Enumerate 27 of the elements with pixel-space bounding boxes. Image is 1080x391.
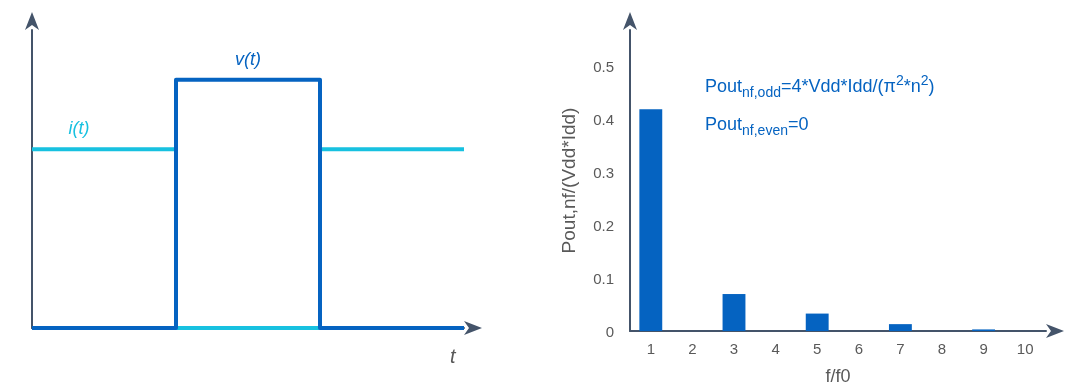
x-tick-label: 4 — [771, 340, 780, 357]
x-tick-label: 3 — [729, 340, 739, 357]
x-tick-label: 2 — [688, 340, 697, 357]
x-tick-label: 5 — [813, 340, 822, 357]
y-tick-label: 0 — [605, 322, 614, 340]
x-tick-label: 1 — [646, 340, 655, 357]
x-tick-label: 8 — [937, 340, 947, 357]
x-tick-label: 6 — [854, 340, 863, 357]
x-tick-label: 10 — [1016, 340, 1034, 357]
bar — [888, 324, 912, 331]
series-label: v(t) — [235, 48, 261, 69]
x-axis-title: f/f0 — [825, 366, 851, 386]
y-tick-label: 0.2 — [593, 216, 614, 234]
series-label: i(t) — [68, 118, 90, 139]
x-tick-label: 7 — [896, 340, 905, 357]
y-tick-label: 0.3 — [593, 164, 614, 182]
annotation: Pout$_{nf,even}$=0 — [705, 114, 809, 138]
y-tick-label: 0.4 — [593, 111, 614, 129]
y-axis-title: Pout,nf/(Vdd*Idd) — [558, 107, 579, 254]
bar — [639, 109, 663, 331]
bar — [722, 294, 746, 331]
y-tick-label: 0.1 — [593, 269, 614, 287]
annotation: Pout$_{nf,odd}$=4*Vdd*Idd/(π$^{2}$*n$^{2}$) — [705, 72, 935, 100]
x-axis-title: t — [450, 345, 457, 367]
bar — [805, 313, 829, 331]
x-tick-label: 9 — [979, 340, 988, 357]
y-tick-label: 0.5 — [593, 58, 614, 76]
